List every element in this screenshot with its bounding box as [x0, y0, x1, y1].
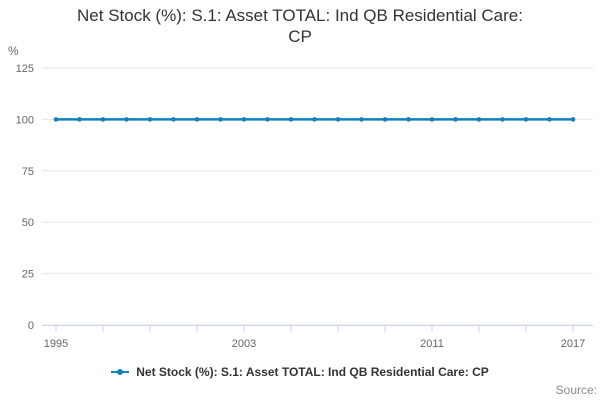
- data-point-marker[interactable]: [500, 117, 505, 122]
- y-axis-unit-label: %: [8, 44, 19, 58]
- y-tick-label: 25: [22, 269, 34, 281]
- data-point-marker[interactable]: [547, 117, 552, 122]
- source-label: Source:: [555, 383, 597, 397]
- y-tick-label: 0: [28, 320, 34, 332]
- x-tick-label: 1995: [44, 338, 68, 350]
- x-tick-label: 2003: [232, 338, 256, 350]
- data-point-marker[interactable]: [453, 117, 458, 122]
- data-point-marker[interactable]: [77, 117, 82, 122]
- data-point-marker[interactable]: [241, 117, 247, 122]
- y-tick-label: 50: [22, 217, 34, 229]
- data-point-marker[interactable]: [124, 117, 129, 122]
- data-point-marker[interactable]: [359, 117, 364, 122]
- data-point-marker[interactable]: [147, 117, 153, 122]
- data-point-marker[interactable]: [194, 117, 200, 122]
- y-tick-label: 75: [22, 166, 34, 178]
- y-tick-label: 100: [16, 114, 34, 126]
- y-tick-label: 125: [16, 63, 34, 75]
- data-point-marker[interactable]: [288, 117, 294, 122]
- data-point-marker[interactable]: [570, 117, 576, 122]
- data-point-marker[interactable]: [265, 117, 270, 122]
- data-point-marker[interactable]: [523, 117, 529, 122]
- x-tick-label: 2011: [420, 338, 444, 350]
- data-point-marker[interactable]: [429, 117, 435, 122]
- data-point-marker[interactable]: [382, 117, 388, 122]
- data-point-marker[interactable]: [171, 117, 176, 122]
- data-point-marker[interactable]: [406, 117, 411, 122]
- data-point-marker[interactable]: [218, 117, 223, 122]
- legend-label: Net Stock (%): S.1: Asset TOTAL: Ind QB …: [136, 365, 489, 379]
- chart-title-line1: Net Stock (%): S.1: Asset TOTAL: Ind QB …: [77, 6, 523, 25]
- data-point-marker[interactable]: [53, 117, 59, 122]
- data-point-marker[interactable]: [476, 117, 482, 122]
- data-point-marker[interactable]: [100, 117, 106, 122]
- legend-item[interactable]: Net Stock (%): S.1: Asset TOTAL: Ind QB …: [0, 365, 600, 379]
- x-tick-label: 2017: [561, 338, 585, 350]
- data-point-marker[interactable]: [335, 117, 341, 122]
- legend-line-icon: [111, 369, 130, 375]
- data-point-marker[interactable]: [312, 117, 317, 122]
- chart-title-line2: CP: [288, 27, 312, 46]
- chart-title: Net Stock (%): S.1: Asset TOTAL: Ind QB …: [0, 5, 600, 47]
